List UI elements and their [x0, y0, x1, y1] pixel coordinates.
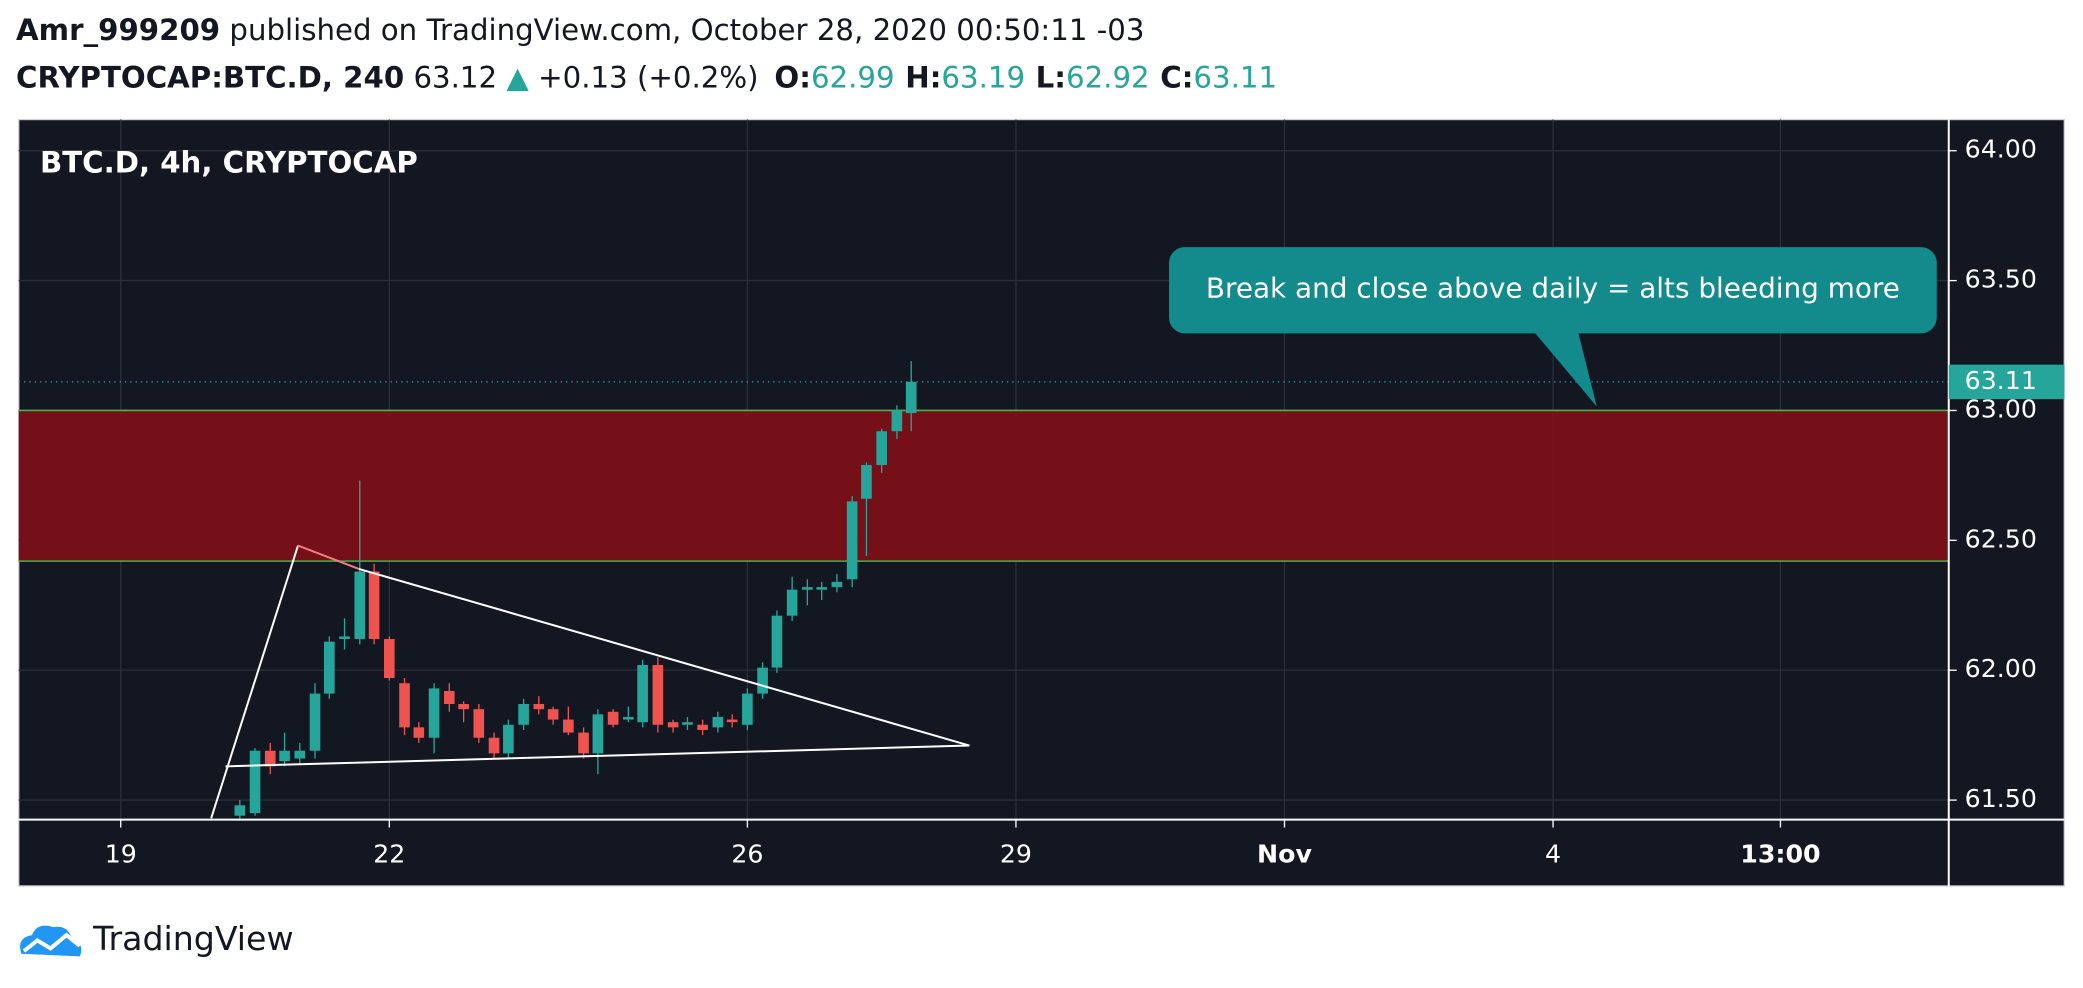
candle-body	[518, 703, 529, 725]
candle-body	[309, 693, 321, 751]
candle-body	[279, 750, 290, 762]
trendline	[225, 744, 970, 768]
x-tick-label: 4	[1545, 839, 1561, 868]
candle-body	[354, 571, 366, 640]
trendline	[297, 544, 360, 570]
candle-body	[712, 716, 724, 728]
y-tick-label: 64.00	[1965, 135, 2037, 164]
y-tick-label: 63.50	[1965, 265, 2037, 294]
callout-text: Break and close above daily = alts bleed…	[1206, 272, 1900, 305]
candle-body	[802, 587, 813, 590]
callout-pointer	[1534, 332, 1597, 407]
candle-body	[249, 750, 261, 814]
candle-body	[339, 636, 350, 640]
x-tick-label: Nov	[1257, 839, 1312, 868]
candle-body	[563, 719, 574, 733]
candle-body	[533, 703, 545, 710]
candle-body	[891, 410, 903, 432]
candle-body	[905, 381, 917, 414]
candle-body	[443, 690, 455, 704]
logo	[20, 925, 82, 957]
ohlc-value: 62.92	[1066, 61, 1150, 95]
candle-body	[383, 639, 395, 679]
candle-body	[368, 571, 380, 640]
ohlc-value: 63.11	[1193, 61, 1277, 95]
candle-body	[757, 667, 768, 694]
candle-body	[324, 641, 335, 694]
candle-body	[726, 719, 738, 723]
last-price: 63.12	[413, 61, 497, 95]
ohlc-label: L:	[1036, 61, 1066, 95]
y-tick-label: 62.00	[1965, 654, 2037, 683]
candle-body	[861, 465, 872, 499]
candle-body	[503, 724, 514, 754]
ohlc: O:62.99 H:63.19 L:62.92 C:63.11	[774, 61, 1277, 95]
candle-body	[831, 581, 843, 588]
candle-body	[876, 431, 887, 466]
brand: TradingView	[92, 919, 294, 958]
x-tick-label: 22	[373, 839, 405, 868]
header-line-1: Amr_999209 published on TradingView.com,…	[16, 13, 1144, 47]
last-price-label: 63.11	[1965, 366, 2037, 395]
ohlc-label: O:	[774, 61, 811, 95]
candle-body	[786, 589, 798, 616]
candle-body	[234, 805, 246, 816]
callout-box	[1169, 247, 1937, 334]
candle-body	[637, 665, 648, 723]
trendline	[210, 545, 299, 819]
up-icon: ▲	[497, 61, 538, 95]
candle-body	[547, 709, 559, 720]
zone	[18, 410, 1949, 562]
published: published on TradingView.com, October 28…	[229, 13, 1144, 47]
candle-body	[458, 703, 469, 710]
candle-body	[399, 683, 410, 728]
candle-body	[607, 711, 619, 725]
candle-body	[264, 750, 276, 767]
callout: Break and close above daily = alts bleed…	[1169, 247, 1937, 407]
change: +0.13 (+0.2%)	[538, 61, 758, 95]
y-tick-label: 63.00	[1965, 394, 2037, 423]
x-tick-label: 13:00	[1740, 839, 1820, 868]
trendline	[358, 567, 970, 747]
chart-title: BTC.D, 4h, CRYPTOCAP	[40, 146, 418, 180]
candle-body	[294, 750, 306, 759]
candle-body	[771, 615, 783, 668]
plot	[18, 119, 1957, 828]
candle-body	[413, 727, 425, 738]
last-price-tag	[1948, 364, 2065, 400]
candle-body	[623, 716, 634, 720]
x-tick-label: 19	[105, 839, 137, 868]
candle-body	[682, 722, 693, 725]
candle-body	[428, 688, 440, 738]
ohlc-label: C:	[1160, 61, 1193, 95]
y-tick-label: 61.50	[1965, 784, 2037, 813]
candle-body	[846, 501, 858, 580]
candle-body	[667, 722, 679, 728]
candle-body	[578, 732, 589, 754]
author: Amr_999209	[16, 13, 220, 47]
y-tick-label: 62.50	[1965, 524, 2037, 553]
symbol: CRYPTOCAP:BTC.D, 240	[16, 61, 404, 95]
ohlc-label: H:	[905, 61, 941, 95]
logo-line	[22, 932, 82, 953]
candle-body	[592, 714, 604, 754]
candle-body	[742, 693, 753, 725]
candle-body	[652, 665, 664, 725]
x-tick-label: 29	[1000, 839, 1032, 868]
ohlc-value: 63.19	[941, 61, 1025, 95]
candle-body	[473, 709, 485, 738]
candle-body	[816, 587, 828, 590]
ohlc-value: 62.99	[811, 61, 895, 95]
candle-body	[488, 737, 500, 754]
header-line-2: CRYPTOCAP:BTC.D, 240 63.12 ▲ +0.13 (+0.2…	[16, 61, 1277, 95]
candle-body	[697, 724, 708, 730]
x-tick-label: 26	[731, 839, 763, 868]
